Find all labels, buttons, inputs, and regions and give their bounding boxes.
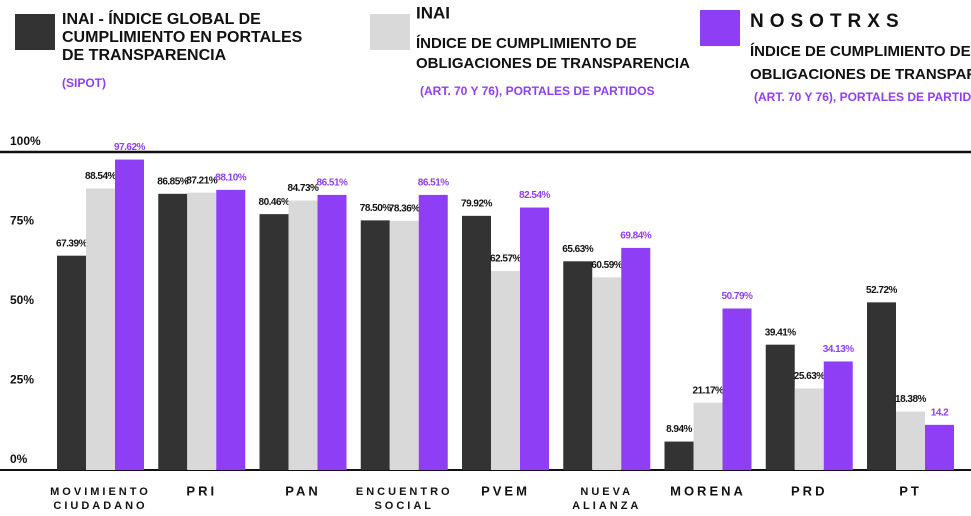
x-tick-label: MOVIMIENTO CIUDADANO xyxy=(50,486,151,512)
bar xyxy=(693,402,723,470)
legend-note: (ART. 70 Y 76), PORTALES DE PARTIDOS xyxy=(754,90,971,104)
value-label: 50.79% xyxy=(722,291,754,302)
value-label: 87.21% xyxy=(186,175,218,186)
x-tick-label: PRI xyxy=(186,483,217,498)
bar xyxy=(360,220,390,470)
value-label: 82.54% xyxy=(519,190,551,201)
y-tick-label: 50% xyxy=(10,293,34,307)
value-label: 69.84% xyxy=(620,231,652,242)
value-label: 67.39% xyxy=(56,238,88,249)
x-tick-label: MORENA xyxy=(670,483,746,498)
y-tick-label: 0% xyxy=(10,452,28,466)
bar xyxy=(794,388,824,470)
legend-swatch xyxy=(15,14,55,50)
x-tick-label: PRD xyxy=(791,483,827,498)
bar xyxy=(925,424,954,470)
bar xyxy=(418,194,448,470)
x-tick-label: NUEVA ALIANZA xyxy=(572,486,641,512)
value-label: 80.46% xyxy=(259,197,291,208)
bar xyxy=(765,344,795,470)
legend-swatch xyxy=(370,14,410,50)
legend-title: INAI xyxy=(416,3,450,22)
bar xyxy=(563,261,593,470)
value-label: 62.57% xyxy=(490,254,522,265)
value-label: 78.36% xyxy=(389,203,421,214)
value-label: 84.73% xyxy=(288,183,320,194)
bar xyxy=(462,215,491,470)
value-label: 8.94% xyxy=(666,424,692,435)
x-tick-label: ENCUENTRO SOCIAL xyxy=(356,486,453,512)
legend-label: CUMPLIMIENTO EN PORTALES xyxy=(62,29,303,46)
bar xyxy=(259,214,289,470)
bar xyxy=(621,247,651,470)
bar xyxy=(722,308,752,470)
value-label: 21.17% xyxy=(693,385,725,396)
value-label: 52.72% xyxy=(866,285,898,296)
bar xyxy=(86,188,115,470)
legend-label: OBLIGACIONES DE TRANSPARENCIA xyxy=(750,66,971,83)
value-label: 88.10% xyxy=(215,172,247,183)
value-label: 86.51% xyxy=(317,178,349,189)
bar xyxy=(288,200,318,470)
legend-label: ÍNDICE DE CUMPLIMIENTO DE xyxy=(750,43,971,60)
value-label: 86.85% xyxy=(157,176,189,187)
x-tick-label: PAN xyxy=(285,483,320,498)
legend-title: NOSOTRXS xyxy=(750,11,905,32)
value-label: 39.41% xyxy=(765,327,797,338)
legend-label: INAI - ÍNDICE GLOBAL DE xyxy=(62,9,261,28)
bar xyxy=(187,192,217,471)
bar xyxy=(389,220,419,470)
value-label: 25.63% xyxy=(794,371,826,382)
bar xyxy=(520,207,549,470)
value-label: 88.54% xyxy=(85,171,117,182)
y-tick-label: 100% xyxy=(10,134,41,148)
value-label: 79.92% xyxy=(461,198,493,209)
legend-label: DE TRANSPARENCIA xyxy=(62,47,227,64)
value-label: 60.59% xyxy=(591,260,623,271)
bar xyxy=(867,302,896,470)
value-label: 14.2 xyxy=(931,407,949,418)
bar xyxy=(158,193,188,470)
bar xyxy=(317,194,347,470)
value-label: 86.51% xyxy=(418,178,450,189)
legend-note: (SIPOT) xyxy=(62,76,106,90)
bar xyxy=(896,411,925,470)
bar xyxy=(115,159,144,470)
y-tick-label: 25% xyxy=(10,373,34,387)
x-tick-label: PT xyxy=(899,483,922,498)
bar xyxy=(592,277,622,470)
value-label: 65.63% xyxy=(562,244,594,255)
legend-label: OBLIGACIONES DE TRANSPARENCIA xyxy=(416,55,690,72)
value-label: 78.50% xyxy=(360,203,392,214)
bar xyxy=(491,271,520,470)
legend-note: (ART. 70 Y 76), PORTALES DE PARTIDOS xyxy=(420,84,655,98)
x-tick-label: PVEM xyxy=(481,483,530,498)
bar xyxy=(216,189,246,471)
y-tick-label: 75% xyxy=(10,214,34,228)
bar xyxy=(664,441,694,470)
bar xyxy=(57,255,86,470)
value-label: 18.38% xyxy=(895,394,927,405)
value-label: 34.13% xyxy=(823,344,855,355)
legend-swatch xyxy=(700,10,740,46)
bar xyxy=(823,361,853,470)
legend-label: ÍNDICE DE CUMPLIMIENTO DE xyxy=(416,35,637,52)
value-label: 97.62% xyxy=(114,142,146,153)
